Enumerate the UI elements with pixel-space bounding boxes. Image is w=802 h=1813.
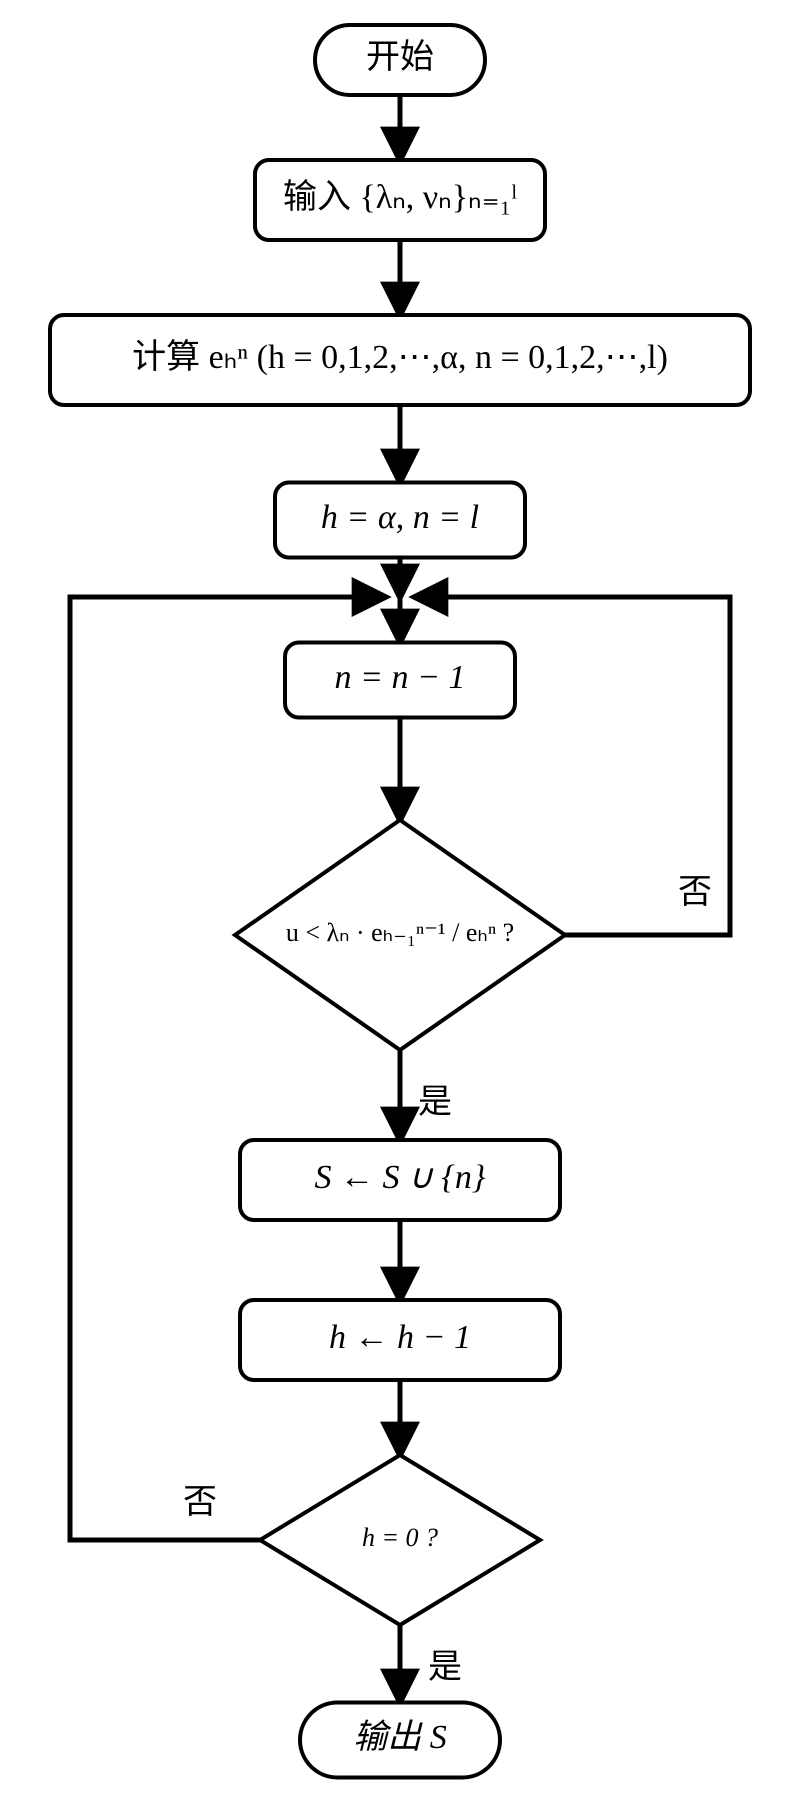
node-decr_h-label: h ← h − 1	[329, 1319, 471, 1356]
node-start: 开始	[315, 25, 485, 95]
edge-label-cond_u_no-merge: 否	[678, 874, 712, 911]
node-union: S ← S ∪ {n}	[240, 1140, 560, 1220]
edge-label-cond_u-union: 是	[418, 1084, 452, 1121]
node-cond_h: h = 0 ?	[260, 1455, 540, 1625]
node-start-label: 开始	[366, 38, 434, 76]
node-compute-label: 计算 eₕⁿ (h = 0,1,2,⋯,α, n = 0,1,2,⋯,l)	[132, 338, 668, 376]
node-decr_n: n = n − 1	[285, 643, 515, 718]
node-decr_h: h ← h − 1	[240, 1300, 560, 1380]
node-init-label: h = α, n = l	[321, 499, 479, 536]
node-output-label: 输出 S	[353, 1719, 447, 1756]
edge-cond_h_no-merge	[70, 597, 385, 1540]
node-decr_n-label: n = n − 1	[335, 659, 466, 696]
node-init: h = α, n = l	[275, 483, 525, 558]
edge-label-cond_h-output: 是	[428, 1649, 462, 1686]
edge-label-cond_h_no-merge: 否	[183, 1484, 217, 1521]
node-cond_u-label: u < λₙ · eₕ₋₁ⁿ⁻¹ / eₕⁿ ?	[286, 918, 514, 947]
node-input-label: 输入 {λₙ, νₙ}ₙ₌₁ˡ	[283, 178, 517, 216]
node-union-label: S ← S ∪ {n}	[314, 1159, 485, 1196]
node-compute: 计算 eₕⁿ (h = 0,1,2,⋯,α, n = 0,1,2,⋯,l)	[50, 315, 750, 405]
node-input: 输入 {λₙ, νₙ}ₙ₌₁ˡ	[255, 160, 545, 240]
node-output: 输出 S	[300, 1703, 500, 1778]
node-cond_h-label: h = 0 ?	[362, 1523, 438, 1552]
node-cond_u: u < λₙ · eₕ₋₁ⁿ⁻¹ / eₕⁿ ?	[235, 820, 565, 1050]
